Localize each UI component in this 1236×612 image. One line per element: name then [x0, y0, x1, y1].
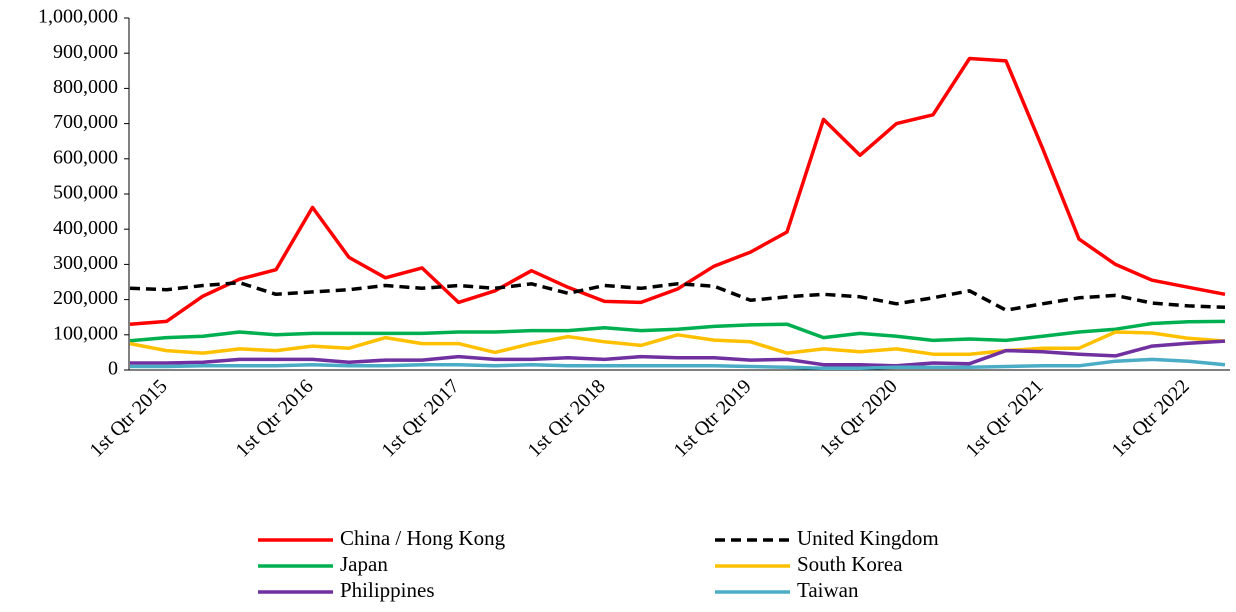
y-tick-label: 100,000 — [53, 322, 118, 344]
x-tick-label: 1st Qtr 2021 — [962, 375, 1048, 461]
legend-label: Philippines — [340, 578, 435, 602]
y-tick-label: 1,000,000 — [38, 6, 118, 28]
x-tick-label: 1st Qtr 2018 — [524, 375, 610, 461]
series-line — [129, 56, 1226, 326]
x-tick-label: 1st Qtr 2020 — [816, 375, 902, 461]
series-line — [130, 339, 1226, 368]
series-line — [129, 280, 1226, 312]
legend-label: United Kingdom — [797, 526, 939, 550]
x-tick-label: 1st Qtr 2015 — [86, 375, 172, 461]
series-line — [129, 330, 1226, 356]
x-tick-label: 1st Qtr 2016 — [232, 375, 318, 461]
y-tick-label: 800,000 — [53, 76, 118, 98]
y-tick-label: 300,000 — [53, 252, 118, 274]
y-tick-label: 500,000 — [53, 182, 118, 204]
legend-label: Taiwan — [797, 578, 859, 602]
y-tick-label: 600,000 — [53, 146, 118, 168]
legend-label: China / Hong Kong — [340, 526, 506, 550]
x-tick-label: 1st Qtr 2022 — [1108, 375, 1194, 461]
x-tick-label: 1st Qtr 2019 — [670, 375, 756, 461]
x-tick-label: 1st Qtr 2017 — [378, 375, 464, 461]
series-line — [129, 319, 1226, 343]
series-line — [130, 357, 1226, 370]
y-tick-label: 900,000 — [53, 41, 118, 63]
y-tick-label: 0 — [108, 358, 118, 380]
y-tick-label: 400,000 — [53, 217, 118, 239]
y-tick-label: 700,000 — [53, 111, 118, 133]
y-tick-label: 200,000 — [53, 287, 118, 309]
legend-label: South Korea — [797, 552, 903, 576]
legend-label: Japan — [340, 552, 388, 576]
